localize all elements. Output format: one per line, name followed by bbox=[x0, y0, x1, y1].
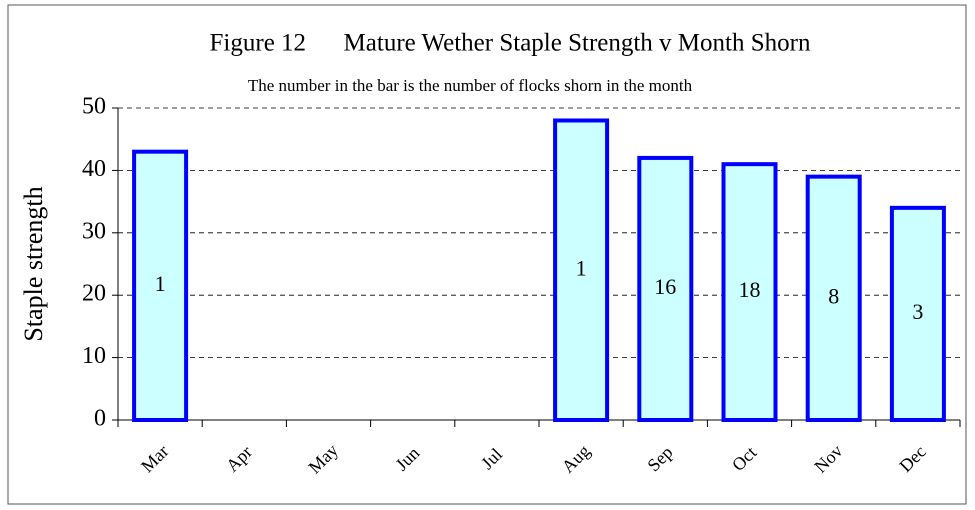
bar-annotation: 3 bbox=[912, 299, 923, 324]
chart-title: Figure 12 Mature Wether Staple Strength … bbox=[210, 30, 811, 57]
bar-annotation: 16 bbox=[654, 274, 676, 299]
y-tick-label: 30 bbox=[82, 218, 106, 244]
bar bbox=[889, 205, 946, 422]
bar bbox=[132, 149, 189, 422]
y-tick-label: 0 bbox=[94, 406, 106, 432]
bar bbox=[805, 174, 862, 422]
y-tick-label: 20 bbox=[82, 281, 106, 307]
bar-annotation: 1 bbox=[576, 255, 587, 280]
bar bbox=[637, 155, 694, 422]
chart-subtitle: The number in the bar is the number of f… bbox=[248, 76, 693, 95]
bar bbox=[553, 118, 610, 422]
y-tick-label: 50 bbox=[82, 94, 106, 120]
bar-annotation: 18 bbox=[739, 277, 761, 302]
bar-annotation: 8 bbox=[828, 283, 839, 308]
y-tick-label: 10 bbox=[82, 343, 106, 369]
bar bbox=[721, 162, 778, 422]
y-tick-label: 40 bbox=[82, 156, 106, 182]
y-axis-label: Staple strength bbox=[19, 186, 48, 341]
bar-annotation: 1 bbox=[155, 271, 166, 296]
